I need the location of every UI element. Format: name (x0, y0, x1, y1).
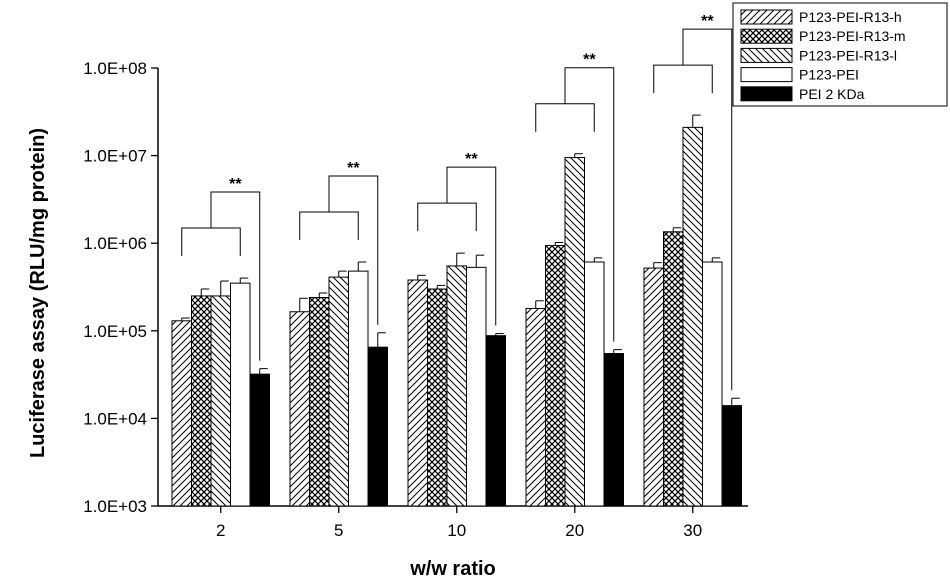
significance-label: ** (347, 160, 360, 177)
bar (702, 261, 723, 507)
bar (328, 276, 349, 507)
y-tick-label: 1.0E+05 (83, 322, 147, 341)
bar (367, 346, 388, 507)
legend-label: PEI 2 KDa (799, 86, 865, 102)
bar (348, 270, 369, 507)
legend-label: P123-PEI-R13-l (799, 47, 897, 63)
plot-area: 1.0E+03 1.0E+04 1.0E+05 1.0E+06 1.0E+07 1.0E+… (83, 13, 748, 540)
bar (407, 279, 428, 507)
x-tick-label: 30 (683, 521, 702, 540)
bar (525, 307, 546, 507)
bar (289, 311, 310, 507)
bar (603, 353, 624, 507)
bar (721, 405, 742, 507)
legend-swatch (740, 28, 793, 44)
legend-swatch (740, 47, 793, 63)
bar (682, 126, 703, 507)
significance-bracket (653, 28, 733, 391)
bar (545, 245, 566, 507)
x-axis-title: w/w ratio (409, 558, 496, 580)
y-tick-label: 1.0E+07 (83, 147, 147, 166)
bar (191, 295, 212, 507)
bar (564, 157, 585, 507)
y-tick-label: 1.0E+04 (83, 409, 147, 428)
bar (230, 282, 251, 507)
y-tick-label: 1.0E+03 (83, 497, 147, 516)
significance-bracket (299, 175, 379, 325)
x-tick-label: 5 (334, 521, 343, 540)
y-axis-title: Luciferase assay (RLU/mg protein) (27, 128, 49, 458)
bar (643, 267, 664, 507)
significance-label: ** (465, 151, 478, 168)
legend-swatch (740, 86, 793, 102)
bar (446, 265, 467, 507)
x-tick-label: 2 (216, 521, 225, 540)
significance-bracket (181, 191, 261, 361)
significance-bracket (535, 67, 615, 342)
y-tick-label: 1.0E+06 (83, 234, 147, 253)
bar (466, 266, 487, 507)
bar (210, 295, 231, 507)
bar (485, 335, 506, 507)
legend-label: P123-PEI-R13-h (799, 9, 902, 25)
bar (171, 320, 192, 507)
significance-label: ** (229, 176, 242, 193)
bar (249, 373, 270, 507)
bar (427, 288, 448, 507)
bar (663, 231, 684, 507)
x-tick-label: 10 (447, 521, 466, 540)
legend: P123-PEI-R13-h P123-PEI-R13-m P123-PEI-R13… (732, 2, 948, 107)
legend-label: P123-PEI-R13-m (799, 28, 906, 44)
legend-swatch (740, 9, 793, 25)
significance-bracket (417, 166, 497, 326)
significance-label: ** (583, 52, 596, 69)
y-tick-label: 1.0E+08 (83, 59, 147, 78)
legend-swatch (740, 67, 793, 83)
significance-label: ** (701, 13, 714, 30)
bar (309, 296, 330, 507)
x-tick-label: 20 (565, 521, 584, 540)
legend-label: P123-PEI (799, 67, 859, 83)
bar (584, 261, 605, 507)
